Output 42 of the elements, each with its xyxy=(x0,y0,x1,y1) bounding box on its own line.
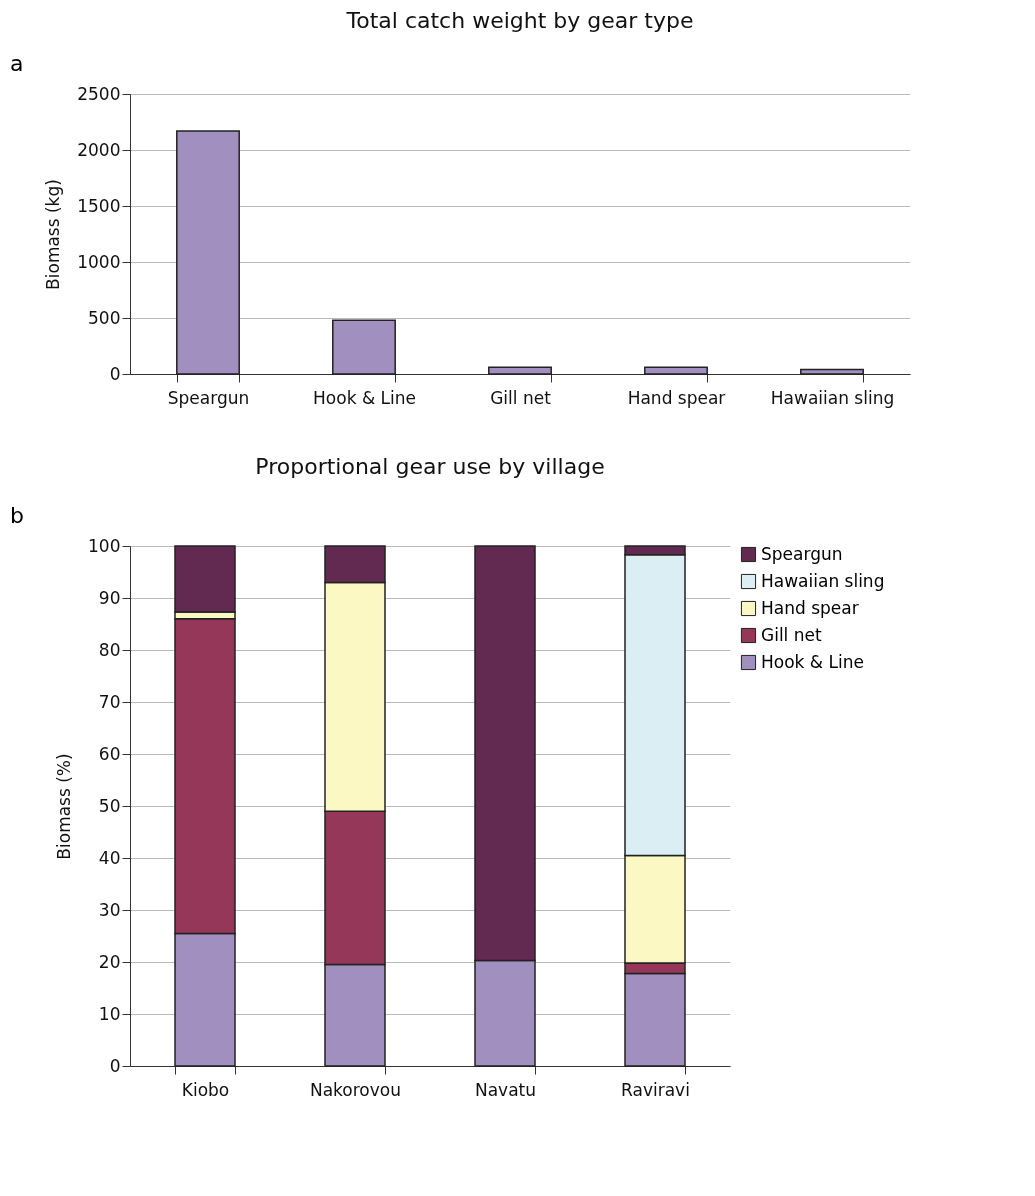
chart-title: Total catch weight by gear type xyxy=(345,8,694,33)
y-tick-label: 40 xyxy=(98,847,121,868)
x-tick-label: Gill net xyxy=(490,387,552,408)
bar xyxy=(332,319,396,375)
y-tick-label: 80 xyxy=(98,639,121,660)
y-tick-label: 50 xyxy=(98,795,121,816)
x-tick-label: Hand spear xyxy=(627,387,726,408)
y-tick-label: 70 xyxy=(98,691,121,712)
y-tick-label: 2000 xyxy=(77,139,121,160)
y-tick-label: 10 xyxy=(98,1003,121,1024)
x-tick-label: Kiobo xyxy=(181,1079,230,1100)
bar xyxy=(800,368,864,375)
x-tick-label: Navatu xyxy=(474,1079,537,1100)
y-tick-label: 1000 xyxy=(77,251,121,272)
bar xyxy=(644,366,708,375)
text: b xyxy=(10,503,24,528)
y-tick-label: 20 xyxy=(98,951,121,972)
y-tick-label: 500 xyxy=(88,307,121,328)
y-tick-label: 2500 xyxy=(77,83,121,104)
y-axis-title: Biomass (kg) xyxy=(43,179,64,290)
bar xyxy=(176,130,240,375)
x-tick-label: Hook & Line xyxy=(313,387,416,408)
bar xyxy=(488,366,552,375)
x-tick-label: Hawaiian sling xyxy=(770,387,895,408)
legend-label: Hook & Line xyxy=(761,651,864,672)
y-axis-title: Biomass (%) xyxy=(54,753,75,860)
legend-label: Gill net xyxy=(761,624,822,645)
y-tick-label: 0 xyxy=(109,363,121,384)
y-tick-label: 60 xyxy=(98,743,121,764)
y-tick-label: 0 xyxy=(109,1055,121,1076)
legend-label: Speargun xyxy=(761,543,843,564)
y-tick-label: 30 xyxy=(98,899,121,920)
x-tick-label: Nakorovou xyxy=(309,1079,402,1100)
legend-label: Hawaiian sling xyxy=(761,570,885,591)
legend-label: Hand spear xyxy=(761,597,859,618)
y-tick-label: 90 xyxy=(98,587,121,608)
y-tick-label: 100 xyxy=(88,535,121,556)
x-tick-label: Raviravi xyxy=(621,1079,690,1100)
x-tick-label: Speargun xyxy=(167,387,250,408)
y-tick-label: 1500 xyxy=(77,195,121,216)
chart-title: Proportional gear use by village xyxy=(255,454,605,479)
text: a xyxy=(10,51,24,76)
